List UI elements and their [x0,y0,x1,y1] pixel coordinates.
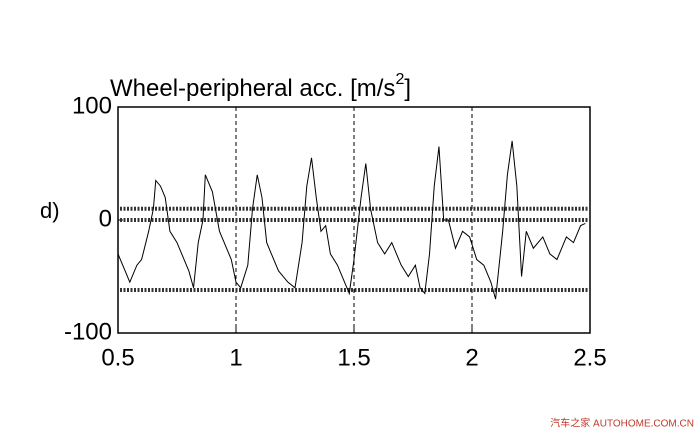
x-tick-label: 0.5 [101,344,134,371]
y-tick-label: -100 [64,318,112,345]
title-superscript: 2 [395,71,404,88]
panel-label: d) [40,198,60,223]
title-text: Wheel-peripheral acc. [m/s [110,75,395,102]
title-suffix: ] [404,75,411,102]
data-line [117,140,586,300]
x-tick-label: 2.5 [573,344,606,371]
watermark: 汽车之家 AUTOHOME.COM.CN [550,417,694,430]
y-tick-label: 0 [99,205,112,232]
x-tick-label: 1 [229,344,242,371]
x-tick-label: 1.5 [337,344,370,371]
chart-title: Wheel-peripheral acc. [m/s2] [110,71,411,102]
y-tick-label: 100 [72,92,112,119]
x-tick-label: 2 [465,344,478,371]
